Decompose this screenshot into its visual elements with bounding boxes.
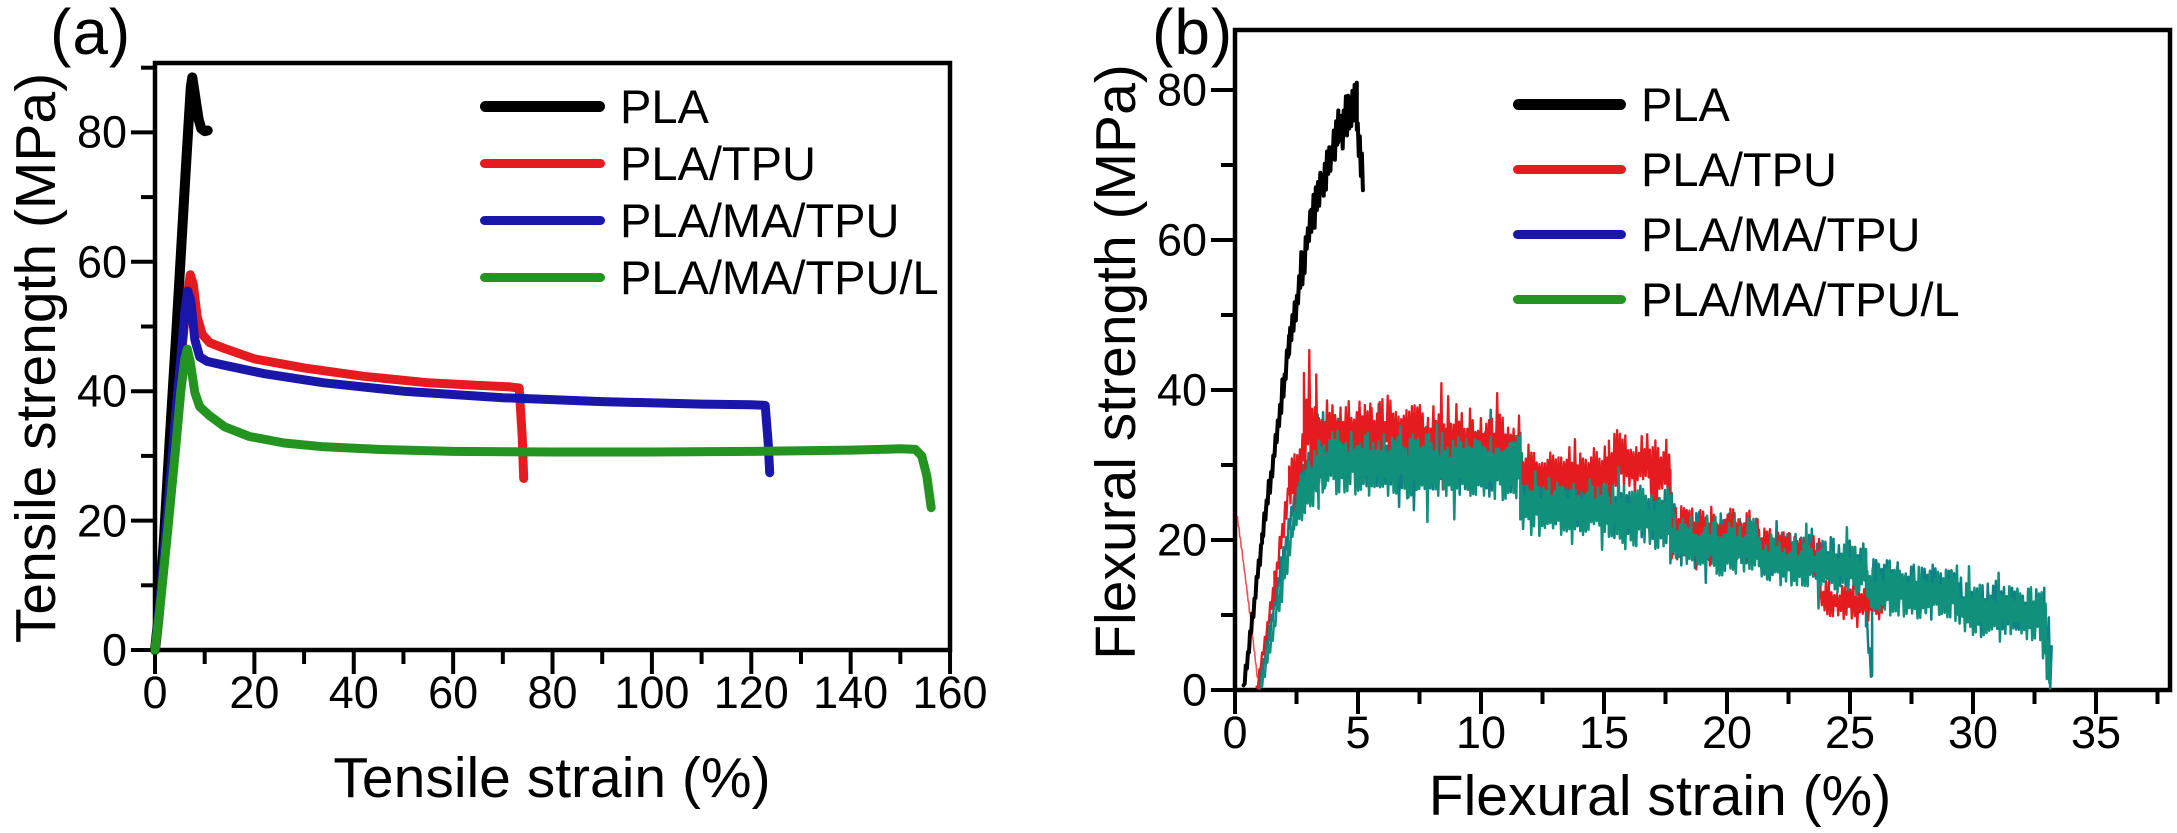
series-a-PLA/MA/TPU/L (150, 344, 936, 655)
panel-a-x-axis-title: Tensile strain (%) (333, 746, 771, 810)
legend-item-pla-tpu: PLA/TPU (480, 135, 939, 192)
legend-item-pla: PLA (1513, 72, 1960, 137)
y-tick-label: 20 (76, 495, 127, 547)
series-a-PLA/TPU (150, 270, 529, 655)
panel-b-y-axis-title: Flexural strength (MPa) (1084, 64, 1148, 660)
panel-a-y-axis-title: Tensile strength (MPa) (4, 72, 68, 644)
y-tick-label: 0 (101, 624, 127, 676)
y-tick-label: 20 (1156, 514, 1207, 566)
plot-frame-b (1232, 27, 2173, 693)
x-tick-label: 140 (813, 667, 889, 718)
legend-item-pla-ma-tpu-l: PLA/MA/TPU/L (480, 249, 939, 306)
legend-line-swatch (480, 273, 605, 282)
y-tick-label: 40 (76, 365, 127, 417)
panel-b-legend: PLA PLA/TPU PLA/MA/TPU PLA/MA/TPU/L (1513, 72, 1960, 332)
x-tick-label: 5 (1345, 707, 1371, 758)
series-b-toe-PLA/TPU (1236, 515, 1259, 679)
legend-item-pla: PLA (480, 78, 939, 135)
x-tick-label: 15 (1578, 707, 1630, 758)
panel-b-label: (b) (1152, 0, 1234, 68)
legend-line-swatch (1513, 165, 1626, 174)
legend-line-swatch (480, 216, 605, 225)
y-tick-label: 40 (1156, 364, 1207, 416)
legend-line-swatch (1513, 99, 1626, 110)
x-tick-label: 30 (1947, 707, 1999, 758)
x-tick-label: 20 (229, 667, 280, 718)
x-tick-label: 120 (713, 667, 789, 718)
legend-item-pla-tpu: PLA/TPU (1513, 137, 1960, 202)
legend-line-swatch (1513, 230, 1626, 239)
x-tick-label: 80 (527, 667, 578, 718)
x-tick-label: 40 (328, 667, 379, 718)
x-tick-label: 60 (428, 667, 479, 718)
legend-label: PLA/MA/TPU (1641, 208, 1921, 261)
y-tick-label: 80 (1156, 64, 1207, 116)
x-tick-label: 10 (1455, 707, 1507, 758)
legend-label: PLA/MA/TPU (620, 194, 900, 247)
x-tick-label: 0 (1222, 707, 1248, 758)
x-tick-label: 160 (912, 667, 988, 718)
legend-label: PLA/MA/TPU/L (1641, 273, 1960, 326)
x-tick-label: 35 (2070, 707, 2122, 758)
legend-item-pla-ma-tpu: PLA/MA/TPU (1513, 202, 1960, 267)
x-tick-label: 25 (1824, 707, 1876, 758)
legend-label: PLA (620, 80, 709, 133)
y-tick-label: 0 (1181, 664, 1207, 716)
legend-label: PLA/TPU (620, 137, 816, 190)
legend-line-swatch (1513, 295, 1626, 304)
legend-label: PLA/TPU (1641, 143, 1837, 196)
legend-label: PLA/MA/TPU/L (620, 251, 939, 304)
panel-a-label: (a) (50, 0, 132, 68)
legend-item-pla-ma-tpu-l: PLA/MA/TPU/L (1513, 267, 1960, 332)
y-tick-label: 60 (76, 236, 127, 288)
y-tick-label: 60 (1156, 214, 1207, 266)
legend-line-swatch (480, 101, 605, 112)
series-a-PLA/MA/TPU (150, 286, 775, 655)
series-b-PLA/MA/TPU/L (1259, 422, 2052, 688)
x-tick-label: 100 (614, 667, 690, 718)
panel-b-x-axis-title: Flexural strain (%) (1428, 764, 1892, 828)
x-tick-label: 0 (142, 667, 168, 718)
legend-item-pla-ma-tpu: PLA/MA/TPU (480, 192, 939, 249)
series-b-PLA (1241, 80, 1365, 688)
y-tick-label: 80 (76, 106, 127, 158)
legend-line-swatch (480, 159, 605, 168)
x-tick-label: 20 (1701, 707, 1753, 758)
panel-a-legend: PLA PLA/TPU PLA/MA/TPU PLA/MA/TPU/L (480, 78, 939, 306)
legend-label: PLA (1641, 78, 1730, 131)
